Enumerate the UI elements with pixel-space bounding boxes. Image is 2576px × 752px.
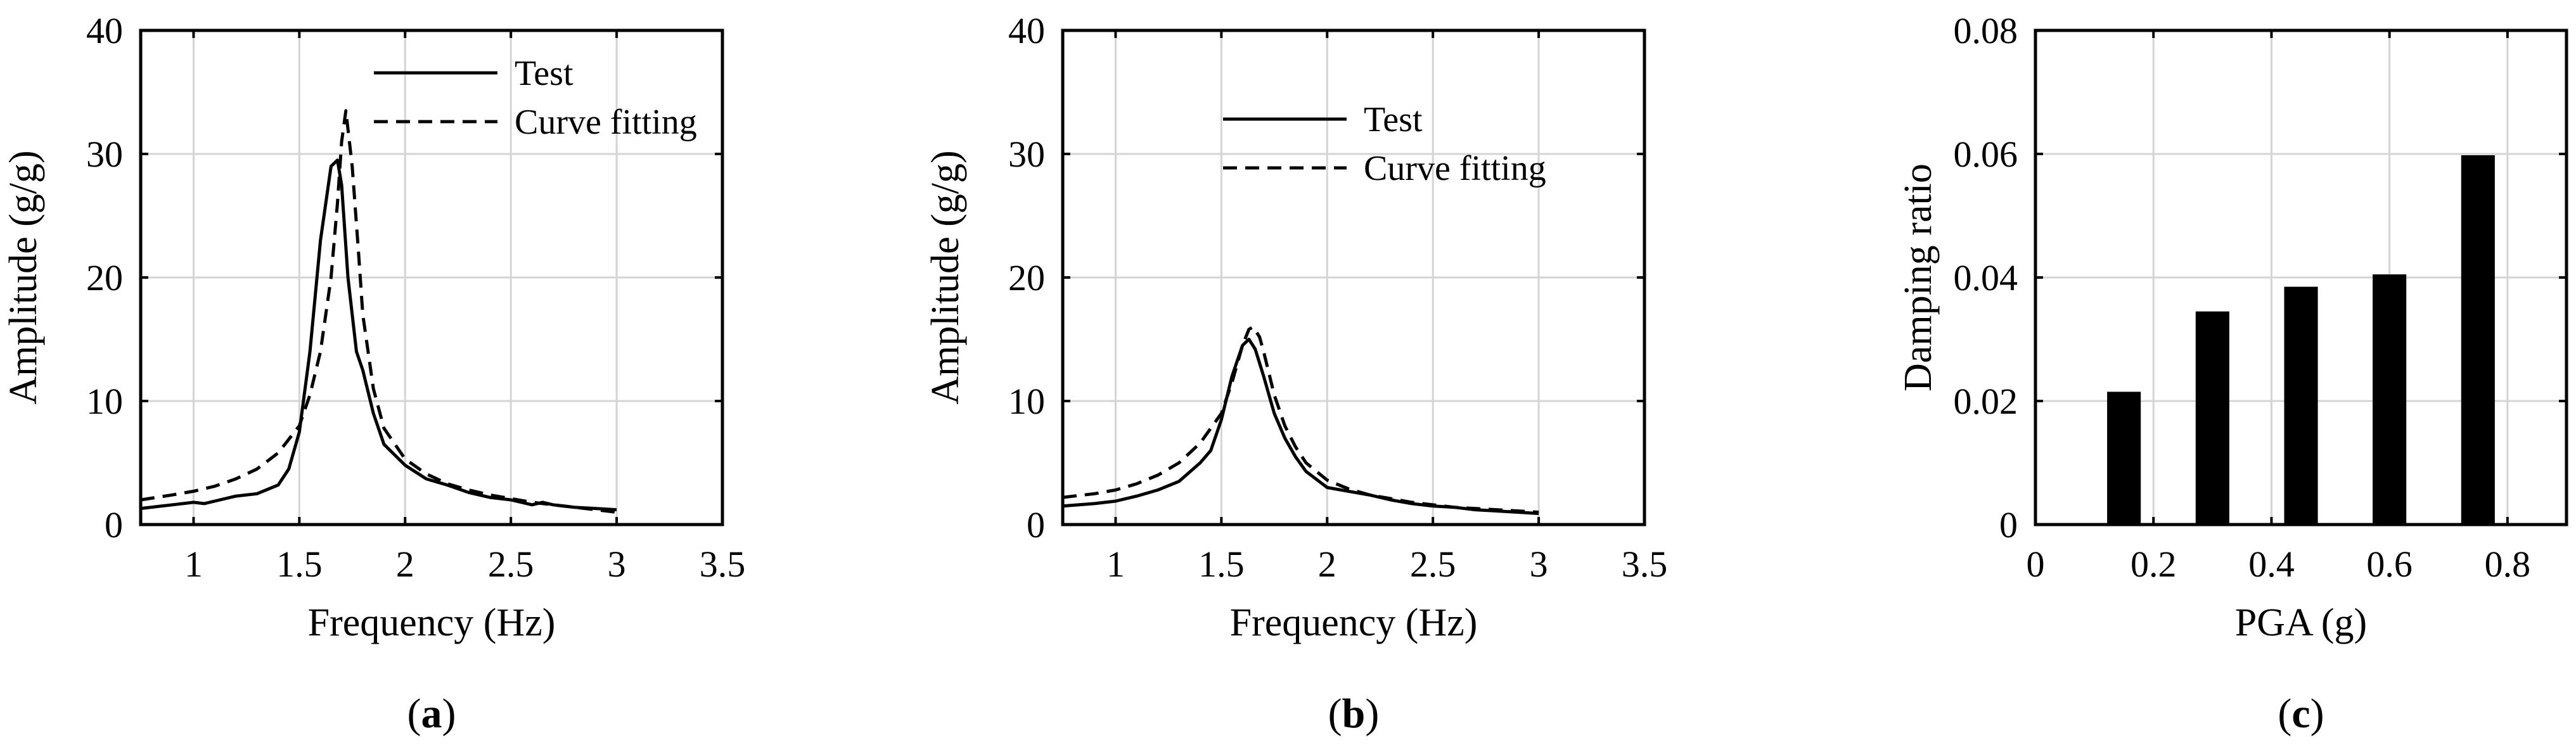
legend-label-curve-fitting: Curve fitting	[1364, 149, 1546, 188]
bar-pga-0p6	[2373, 274, 2407, 525]
panel-b-grid	[1063, 29, 1646, 526]
x-tick-label-1: 1	[1106, 544, 1125, 585]
panel-b-legend: Test Curve fitting	[1223, 100, 1546, 188]
panel-b-ticks: 1 1.5 2 2.5 3 3.5 0 10 20 30 40	[1008, 10, 1667, 585]
x-tick-label-2: 2	[1318, 544, 1336, 585]
x-axis-label: Frequency (Hz)	[1230, 601, 1478, 644]
bar-pga-0p3	[2195, 311, 2229, 525]
y-tick-label-10: 10	[86, 381, 123, 422]
bar-pga-0p15	[2107, 392, 2141, 525]
panel-letter: a	[421, 691, 442, 737]
x-tick-label-0p6: 0.6	[2366, 544, 2413, 585]
x-tick-label-2p5: 2.5	[488, 544, 534, 585]
x-tick-label-1p5: 1.5	[276, 544, 323, 585]
x-tick-label-2p5: 2.5	[1410, 544, 1456, 585]
x-tick-label-0: 0	[2027, 544, 2045, 585]
y-axis-label: Damping ratio	[1897, 163, 1940, 392]
y-tick-label-30: 30	[1008, 134, 1045, 175]
x-tick-label-2: 2	[396, 544, 414, 585]
panel-c-bars	[2107, 155, 2495, 525]
bar-pga-0p75	[2461, 155, 2495, 525]
y-tick-label-40: 40	[1008, 10, 1045, 51]
y-tick-label-0p08: 0.08	[1954, 10, 2018, 51]
series-line-curve-fitting	[1062, 325, 1539, 514]
panel-letter: c	[2291, 691, 2310, 737]
y-tick-label-30: 30	[86, 134, 123, 175]
panel-a-ticks: 1 1.5 2 2.5 3 3.5 0 10 20 30 40	[86, 10, 745, 585]
y-tick-label-40: 40	[86, 10, 123, 51]
y-tick-label-0: 0	[1999, 504, 2018, 545]
panel-c: 0 0.2 0.4 0.6 0.8 0 0.02 0.04 0.06 0.08 PGA (g) D…	[1897, 10, 2568, 737]
legend-label-curve-fitting: Curve fitting	[515, 103, 697, 142]
y-tick-label-20: 20	[1008, 257, 1045, 298]
y-tick-label-0: 0	[105, 504, 123, 545]
legend-label-test: Test	[515, 54, 574, 93]
y-axis-label: Amplitude (g/g)	[2, 150, 45, 404]
y-tick-label-0p02: 0.02	[1954, 381, 2018, 422]
y-tick-label-0p04: 0.04	[1954, 257, 2018, 298]
x-tick-label-3p5: 3.5	[700, 544, 746, 585]
legend-label-test: Test	[1364, 100, 1423, 139]
panel-a-legend: Test Curve fitting	[374, 54, 697, 142]
panel-a: 1 1.5 2 2.5 3 3.5 0 10 20 30 40 Test Curve fitting…	[2, 10, 745, 737]
panel-label: (b)	[1328, 691, 1380, 737]
x-tick-label-1p5: 1.5	[1198, 544, 1245, 585]
bar-pga-0p45	[2284, 286, 2318, 525]
y-tick-label-0p06: 0.06	[1954, 134, 2018, 175]
panel-label: (c)	[2278, 691, 2324, 737]
x-tick-label-3: 3	[608, 544, 626, 585]
x-tick-label-0p2: 0.2	[2131, 544, 2177, 585]
x-tick-label-3p5: 3.5	[1622, 544, 1668, 585]
x-axis-label: PGA (g)	[2235, 601, 2367, 644]
y-tick-label-10: 10	[1008, 381, 1045, 422]
x-tick-label-0p4: 0.4	[2248, 544, 2295, 585]
x-axis-label: Frequency (Hz)	[308, 601, 556, 644]
x-tick-label-0p8: 0.8	[2485, 544, 2531, 585]
x-tick-label-3: 3	[1530, 544, 1548, 585]
y-tick-label-20: 20	[86, 257, 123, 298]
series-line-test	[140, 158, 617, 512]
series-line-curve-fitting	[140, 109, 617, 514]
panel-label: (a)	[407, 691, 456, 737]
panel-a-series	[140, 109, 617, 514]
x-tick-label-1: 1	[184, 544, 203, 585]
y-axis-label: Amplitude (g/g)	[924, 150, 967, 404]
panel-b-series	[1062, 325, 1539, 515]
panel-b: 1 1.5 2 2.5 3 3.5 0 10 20 30 40 Test Curve fitting…	[924, 10, 1667, 737]
series-line-test	[1062, 338, 1539, 515]
panel-letter: b	[1342, 691, 1366, 737]
panel-c-ticks: 0 0.2 0.4 0.6 0.8 0 0.02 0.04 0.06 0.08	[1954, 10, 2566, 585]
y-tick-label-0: 0	[1027, 504, 1045, 545]
